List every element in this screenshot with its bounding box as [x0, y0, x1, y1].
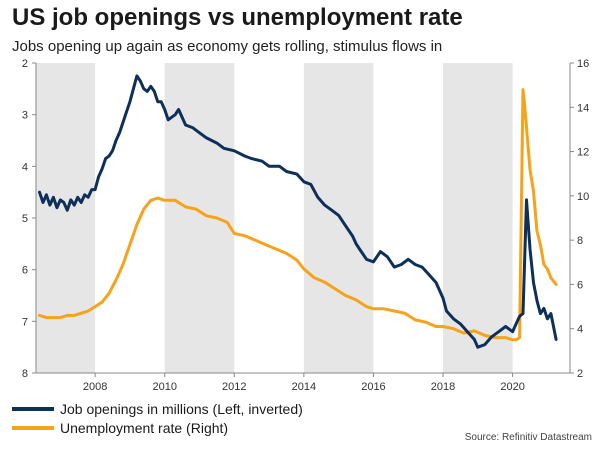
- left-tick-label-7: 7: [22, 316, 28, 328]
- x-tick-label-2010: 2010: [152, 381, 176, 393]
- shaded-periods: [36, 63, 513, 373]
- series-lines: [38, 74, 558, 349]
- legend-label-unemployment: Unemployment rate (Right): [60, 419, 229, 436]
- legend-item-unemployment: Unemployment rate (Right): [12, 418, 303, 437]
- right-tick-label-16: 16: [577, 58, 589, 70]
- left-tick-label-6: 6: [22, 265, 28, 277]
- x-tick-label-2020: 2020: [500, 381, 524, 393]
- right-tick-label-4: 4: [577, 324, 583, 336]
- legend-swatch-jobs: [12, 406, 54, 411]
- legend-item-jobs: Job openings in millions (Left, inverted…: [12, 399, 303, 418]
- left-tick-label-4: 4: [22, 161, 28, 173]
- shade-band-3: [443, 63, 513, 373]
- x-tick-label-2012: 2012: [222, 381, 246, 393]
- tick-labels: 2 3 4 5 6 7 8 2 4 6 8 10 12 14 16 2008 2010 2012 2014 2016 2…: [22, 58, 589, 393]
- right-tick-label-14: 14: [577, 102, 589, 114]
- right-tick-label-8: 8: [577, 235, 583, 247]
- series-line-unemployment-rate: [38, 88, 558, 342]
- axes: [32, 62, 574, 377]
- chart-subtitle: Jobs opening up again as economy gets ro…: [12, 38, 443, 55]
- x-tick-label-2014: 2014: [292, 381, 316, 393]
- left-tick-label-8: 8: [22, 368, 28, 380]
- right-tick-label-10: 10: [577, 191, 589, 203]
- right-tick-label-12: 12: [577, 147, 589, 159]
- shade-band-1: [164, 63, 235, 373]
- chart-title: US job openings vs unemployment rate: [12, 4, 463, 31]
- source-note: Source: Refinitiv Datastream: [464, 432, 592, 443]
- right-tick-label-6: 6: [577, 279, 583, 291]
- legend-swatch-unemployment: [12, 425, 54, 430]
- right-tick-label-2: 2: [577, 368, 583, 380]
- left-tick-label-3: 3: [22, 110, 28, 122]
- series-line-job-openings: [38, 74, 558, 349]
- legend: Job openings in millions (Left, inverted…: [12, 399, 303, 437]
- shade-band-0: [36, 63, 96, 373]
- x-tick-label-2018: 2018: [431, 381, 455, 393]
- x-tick-label-2008: 2008: [83, 381, 107, 393]
- left-tick-label-5: 5: [22, 213, 28, 225]
- legend-label-jobs: Job openings in millions (Left, inverted…: [60, 400, 303, 417]
- x-tick-label-2016: 2016: [361, 381, 385, 393]
- left-tick-label-2: 2: [22, 58, 28, 70]
